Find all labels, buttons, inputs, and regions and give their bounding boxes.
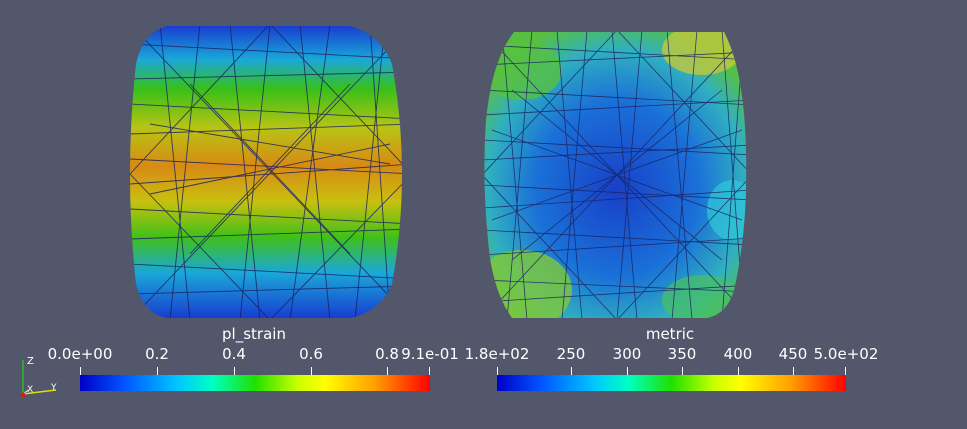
y-axis-line bbox=[22, 389, 57, 395]
tick-label: 0.6 bbox=[299, 345, 323, 363]
tick-mark bbox=[157, 367, 158, 375]
tick-mark bbox=[387, 367, 388, 375]
orientation-axes[interactable]: Z X Y bbox=[14, 352, 64, 402]
tick-label: 5.0e+02 bbox=[813, 345, 879, 363]
tick-label: 450 bbox=[778, 345, 808, 363]
colorbar-left-title: pl_strain bbox=[222, 325, 286, 343]
tick-mark bbox=[571, 367, 572, 375]
x-axis-dot bbox=[20, 392, 26, 398]
z-axis-label: Z bbox=[27, 356, 34, 367]
tick-label: 400 bbox=[723, 345, 753, 363]
tick-mark bbox=[497, 367, 498, 375]
tick-label: 300 bbox=[612, 345, 642, 363]
tick-mark bbox=[234, 367, 235, 375]
tick-mark bbox=[627, 367, 628, 375]
x-axis-label: X bbox=[27, 385, 33, 395]
tick-label: 0.2 bbox=[145, 345, 169, 363]
colorbar-right bbox=[497, 375, 846, 391]
tick-mark bbox=[80, 367, 81, 375]
tick-mark bbox=[793, 367, 794, 375]
tick-mark bbox=[429, 367, 430, 375]
tick-label: 0.4 bbox=[222, 345, 246, 363]
tick-mark bbox=[311, 367, 312, 375]
colorbar-left bbox=[80, 375, 430, 391]
pl-strain-mesh[interactable] bbox=[130, 24, 412, 320]
y-axis-label: Y bbox=[50, 383, 57, 393]
colorbar-right-title: metric bbox=[645, 325, 695, 343]
tick-label: 1.8e+02 bbox=[464, 345, 530, 363]
metric-mesh[interactable] bbox=[482, 30, 752, 320]
tick-mark bbox=[682, 367, 683, 375]
tick-label: 0.8 bbox=[375, 345, 399, 363]
tick-label: 9.1e-01 bbox=[401, 345, 459, 363]
tick-label: 350 bbox=[667, 345, 697, 363]
tick-label: 0.0e+00 bbox=[47, 345, 113, 363]
tick-label: 250 bbox=[556, 345, 586, 363]
tick-mark bbox=[845, 367, 846, 375]
tick-mark bbox=[738, 367, 739, 375]
